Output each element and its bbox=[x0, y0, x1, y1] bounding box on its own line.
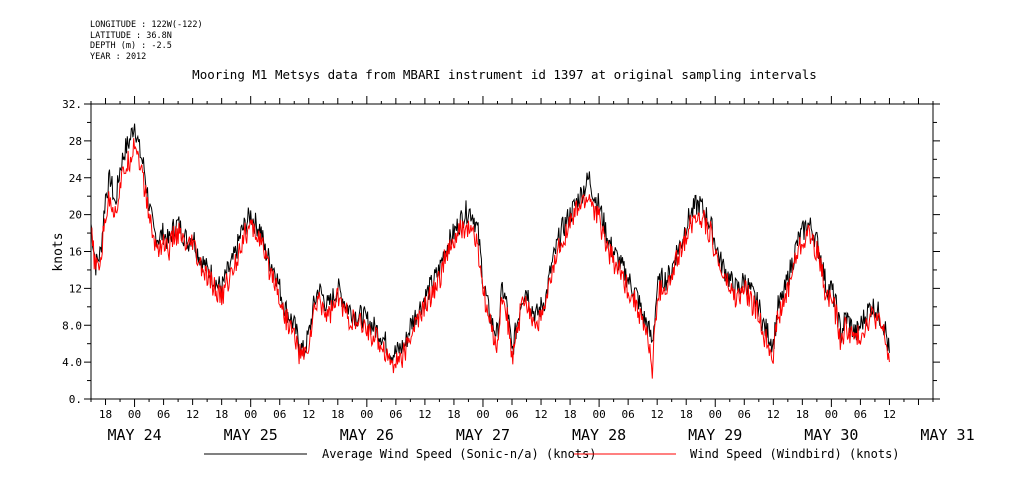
y-tick-label: 8.0 bbox=[62, 319, 82, 332]
x-axis: 18 00 06 12 18 00 06 12 18 00 06 12 18 00 06 12 18 00 06 12… bbox=[91, 96, 975, 444]
x-hour-label: 12 bbox=[534, 408, 547, 421]
y-tick-label: 12 bbox=[69, 282, 82, 295]
x-hour-label: 00 bbox=[592, 408, 605, 421]
x-hour-label: 12 bbox=[418, 408, 431, 421]
series-average-wind-speed-line bbox=[91, 124, 889, 363]
x-hour-label: 00 bbox=[476, 408, 489, 421]
x-hour-label: 06 bbox=[505, 408, 518, 421]
x-hour-label: 18 bbox=[331, 408, 344, 421]
x-hour-label: 06 bbox=[738, 408, 751, 421]
x-hour-label: 12 bbox=[186, 408, 199, 421]
y-tick-label: 20 bbox=[69, 209, 82, 222]
x-hour-label: 18 bbox=[563, 408, 576, 421]
x-hour-label: 00 bbox=[128, 408, 141, 421]
legend-label: Average Wind Speed (Sonic-n/a) (knots) bbox=[322, 447, 597, 461]
x-hour-label: 18 bbox=[796, 408, 809, 421]
x-hour-label: 18 bbox=[447, 408, 460, 421]
y-axis: 0. 4.0 8.0 12 16 20 24 28 32. bbox=[62, 98, 940, 406]
x-hour-label: 06 bbox=[273, 408, 286, 421]
x-hour-label: 12 bbox=[302, 408, 315, 421]
x-date-label: MAY 31 bbox=[920, 426, 974, 444]
y-tick-label: 0. bbox=[69, 393, 82, 406]
x-hour-label: 12 bbox=[883, 408, 896, 421]
x-date-label: MAY 25 bbox=[224, 426, 278, 444]
legend: Average Wind Speed (Sonic-n/a) (knots) Wi… bbox=[204, 447, 900, 461]
legend-label: Wind Speed (Windbird) (knots) bbox=[690, 447, 900, 461]
x-hour-label: 00 bbox=[244, 408, 257, 421]
y-tick-label: 4.0 bbox=[62, 356, 82, 369]
y-tick-label: 28 bbox=[69, 135, 82, 148]
x-hour-label: 00 bbox=[709, 408, 722, 421]
x-date-label: MAY 29 bbox=[688, 426, 742, 444]
x-date-label: MAY 28 bbox=[572, 426, 626, 444]
x-hour-label: 12 bbox=[651, 408, 664, 421]
y-tick-label: 24 bbox=[69, 172, 83, 185]
x-hour-label: 12 bbox=[767, 408, 780, 421]
x-hour-label: 00 bbox=[825, 408, 838, 421]
x-hour-label: 18 bbox=[215, 408, 228, 421]
x-date-label: MAY 26 bbox=[340, 426, 394, 444]
wind-speed-chart: 0.4.08.0121620242832. 18 00 06 12 18 00 06 12 18… bbox=[0, 0, 1009, 504]
y-tick-label: 32. bbox=[62, 98, 82, 111]
series-layer bbox=[91, 124, 889, 379]
y-axis-label: knots bbox=[51, 232, 66, 271]
x-hour-label: 06 bbox=[157, 408, 170, 421]
x-date-label: MAY 27 bbox=[456, 426, 510, 444]
x-hour-label: 18 bbox=[99, 408, 112, 421]
x-date-label: MAY 24 bbox=[107, 426, 161, 444]
x-hour-label: 06 bbox=[854, 408, 867, 421]
x-hour-label: 18 bbox=[680, 408, 693, 421]
x-date-label: MAY 30 bbox=[804, 426, 858, 444]
y-tick-label: 16 bbox=[69, 246, 82, 259]
x-hour-label: 00 bbox=[360, 408, 373, 421]
x-hour-label: 06 bbox=[389, 408, 402, 421]
x-hour-label: 06 bbox=[622, 408, 635, 421]
